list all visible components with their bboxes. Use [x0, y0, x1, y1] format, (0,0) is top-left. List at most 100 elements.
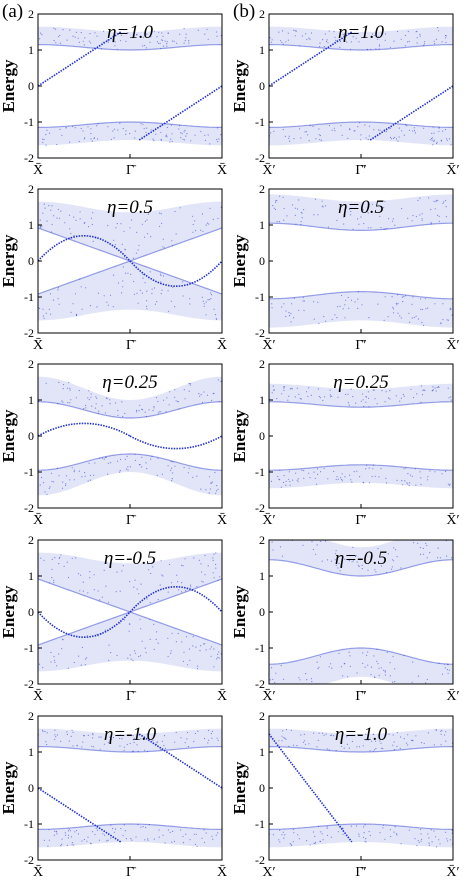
- band-state-dot: [419, 214, 421, 216]
- band-state-dot: [298, 309, 300, 311]
- band-state-dot: [129, 654, 131, 656]
- band-state-dot: [175, 641, 177, 643]
- band-state-dot: [438, 127, 440, 129]
- band-state-dot: [374, 569, 376, 571]
- band-state-dot: [389, 136, 392, 138]
- band-state-dot: [349, 474, 351, 476]
- band-state-dot: [420, 385, 422, 387]
- band-state-dot: [100, 48, 102, 50]
- band-state-dot: [389, 127, 391, 129]
- band-state-dot: [386, 651, 388, 654]
- y-tick-label: 1: [28, 218, 34, 232]
- band-state-dot: [124, 830, 126, 832]
- band-state-dot: [189, 584, 191, 586]
- band-state-dot: [444, 667, 446, 669]
- band-state-dot: [440, 744, 442, 746]
- band-state-dot: [75, 219, 77, 221]
- band-state-dot: [292, 841, 294, 843]
- band-state-dot: [146, 127, 148, 129]
- band-state-dot: [103, 743, 105, 745]
- band-state-dot: [200, 645, 202, 647]
- band-state-dot: [171, 841, 173, 843]
- band-state-dot: [414, 132, 416, 134]
- band-state-dot: [317, 388, 319, 390]
- y-tick-label: -1: [255, 641, 265, 655]
- band-state-dot: [170, 582, 173, 584]
- band-state-dot: [77, 37, 79, 39]
- band-state-dot: [67, 830, 69, 832]
- band-state-dot: [345, 33, 347, 35]
- band-state-dot: [179, 33, 181, 35]
- y-tick-label: 2: [259, 533, 265, 547]
- band-state-dot: [394, 224, 396, 226]
- x-tick-label: X̄′: [446, 162, 459, 178]
- band-state-dot: [176, 574, 178, 576]
- band-state-dot: [274, 682, 276, 684]
- band-state-dot: [213, 577, 215, 579]
- y-tick-label: -2: [255, 151, 265, 165]
- y-tick-label: -1: [255, 465, 265, 479]
- band-state-dot: [326, 827, 328, 830]
- band-state-dot: [204, 554, 206, 557]
- band-state-dot: [341, 480, 343, 482]
- band-state-dot: [432, 386, 434, 388]
- band-state-dot: [167, 637, 169, 639]
- band-state-dot: [408, 312, 410, 314]
- band-state-dot: [58, 381, 60, 384]
- band-state-dot: [106, 301, 108, 303]
- band-state-dot: [209, 143, 211, 145]
- band-state-dot: [289, 529, 290, 530]
- band-state-dot: [189, 659, 191, 661]
- band-state-dot: [348, 208, 351, 210]
- band-state-dot: [124, 249, 126, 251]
- band-state-dot: [319, 840, 321, 842]
- band-state-dot: [388, 733, 390, 735]
- band-state-dot: [71, 125, 73, 128]
- band-state-dot: [368, 135, 370, 137]
- band-state-dot: [288, 471, 290, 473]
- band-state-dot: [154, 303, 156, 305]
- band-state-dot: [273, 207, 275, 209]
- band-state-dot: [136, 744, 138, 746]
- band-state-dot: [55, 736, 57, 738]
- band-state-dot: [107, 224, 109, 227]
- band-state-dot: [407, 744, 409, 746]
- band-state-dot: [160, 274, 162, 277]
- y-tick-label: -2: [255, 326, 265, 340]
- band-state-dot: [334, 36, 336, 38]
- band-state-dot: [434, 471, 436, 473]
- band-state-dot: [307, 134, 309, 136]
- band-state-dot: [432, 137, 434, 139]
- band-state-dot: [288, 135, 290, 137]
- band-state-dot: [352, 546, 354, 549]
- y-axis-label: Energy: [0, 409, 18, 462]
- band-state-dot: [377, 663, 379, 665]
- band-state-dot: [326, 748, 328, 750]
- band-state-dot: [281, 735, 283, 737]
- band-state-dot: [206, 394, 209, 396]
- band-state-dot: [92, 737, 94, 739]
- band-state-dot: [301, 469, 303, 471]
- band-state-dot: [330, 836, 332, 838]
- band-state-dot: [196, 475, 198, 477]
- band-state-dot: [192, 645, 194, 647]
- band-state-dot: [104, 629, 106, 631]
- band-state-dot: [355, 37, 357, 39]
- band-state-dot: [323, 734, 325, 736]
- band-state-dot: [398, 136, 400, 138]
- band-state-dot: [133, 737, 135, 740]
- band-state-dot: [289, 484, 291, 486]
- band-state-dot: [378, 476, 380, 478]
- band-state-dot: [425, 682, 427, 684]
- band-state-dot: [194, 843, 197, 846]
- band-state-dot: [297, 481, 299, 483]
- band-state-dot: [366, 464, 368, 466]
- band-state-dot: [324, 205, 327, 207]
- band-state-dot: [112, 274, 115, 276]
- edge-state-line: [129, 586, 222, 613]
- band-state-dot: [342, 34, 344, 36]
- band-state-dot: [146, 300, 148, 302]
- band-state-dot: [300, 137, 302, 139]
- band-state-dot: [440, 140, 442, 142]
